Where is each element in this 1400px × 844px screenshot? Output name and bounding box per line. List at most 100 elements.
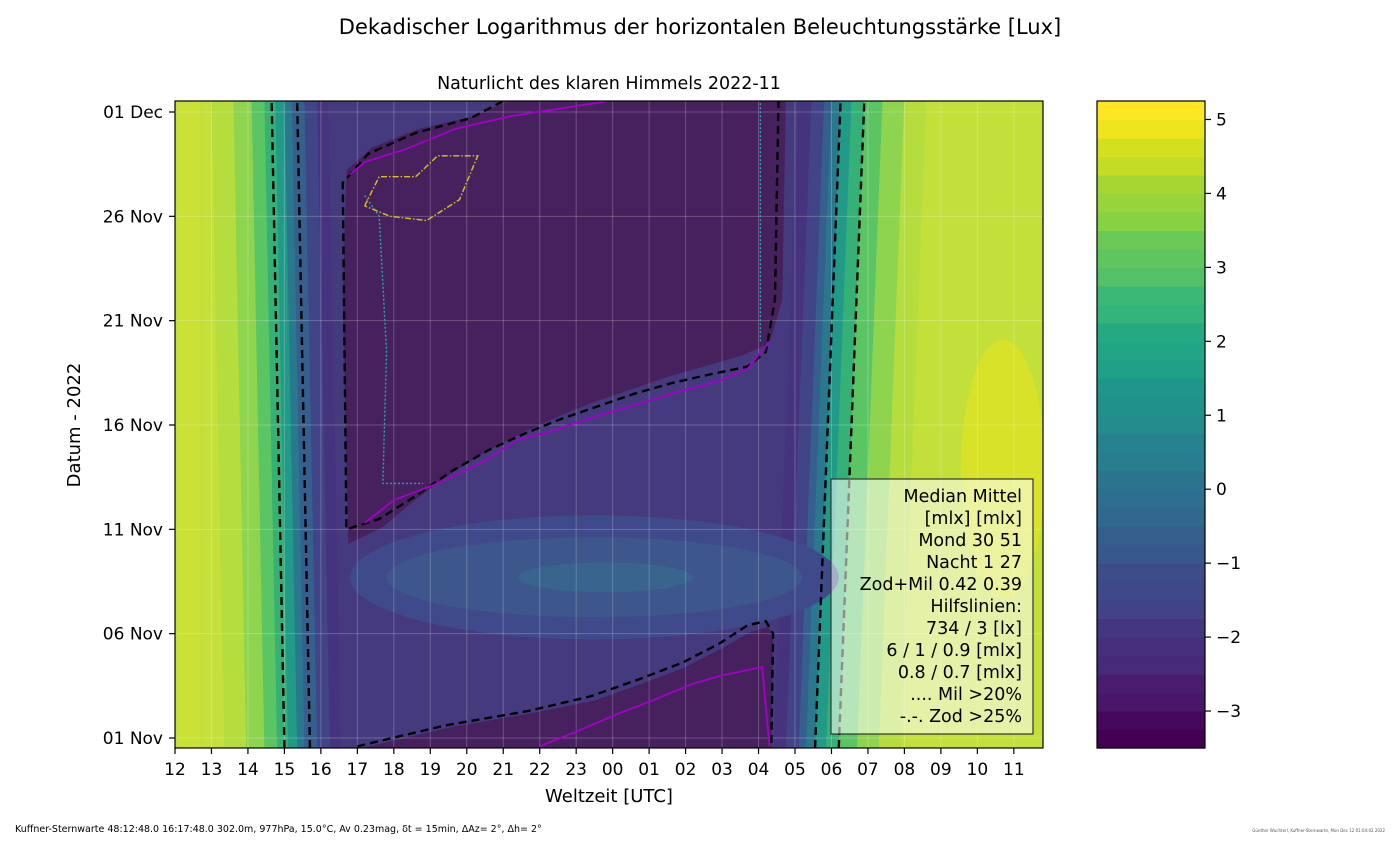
- legend-line: 6 / 1 / 0.9 [mlx]: [886, 641, 1022, 661]
- y-tick-label: 26 Nov: [103, 207, 163, 227]
- x-tick-label: 03: [711, 760, 733, 780]
- zodiacal-light-contour: [364, 155, 479, 222]
- colorbar-level: [1097, 415, 1205, 435]
- colorbar-level: [1097, 618, 1205, 638]
- colorbar-level: [1097, 729, 1205, 749]
- legend-line: Zod+Mil 0.42 0.39: [860, 575, 1022, 595]
- contour-lines: [270, 101, 866, 748]
- x-tick-label: 18: [383, 760, 405, 780]
- legend-line: -.-. Zod >25%: [900, 707, 1022, 727]
- chart-subtitle: Naturlicht des klaren Himmels 2022-11: [437, 74, 781, 94]
- colorbar-tick-label: 0: [1216, 480, 1227, 500]
- colorbar-level: [1097, 470, 1205, 490]
- colorbar-level: [1097, 156, 1205, 176]
- x-axis: 12 13 14 15 16 17 18 19 20 21 22 23 00 01 02 03 04 05 06 07…: [164, 748, 1025, 780]
- footer-info: Kuffner-Sternwarte 48:12:48.0 16:17:48.0…: [15, 824, 542, 835]
- colorbar-level: [1097, 433, 1205, 453]
- twilight-band-evening: [211, 101, 247, 748]
- colorbar-level: [1097, 378, 1205, 398]
- colorbar-frame: [1096, 100, 1206, 749]
- colorbar-level: [1097, 230, 1205, 250]
- y-axis-label: Datum - 2022: [64, 363, 85, 488]
- colorbar-tick-label: 1: [1216, 406, 1227, 426]
- sunset-contour-inner: [295, 101, 312, 748]
- x-tick-label: 16: [310, 760, 332, 780]
- plot-grid: [175, 101, 1043, 748]
- colorbar-level: [1097, 341, 1205, 361]
- legend-box: [830, 478, 1034, 735]
- x-tick-label: 14: [237, 760, 259, 780]
- twilight-band-evening: [233, 101, 268, 748]
- x-tick-label: 13: [201, 760, 223, 780]
- colorbar-level: [1097, 581, 1205, 601]
- colorbar-tick-label: −2: [1216, 628, 1241, 648]
- sunrise-contour-inner: [813, 101, 842, 748]
- x-tick-label: 01: [638, 760, 660, 780]
- colorbar-tick-label: 3: [1216, 258, 1227, 278]
- colorbar-level: [1097, 711, 1205, 731]
- chart-title: Dekadischer Logarithmus der horizontalen…: [339, 15, 1061, 39]
- colorbar-level: [1097, 544, 1205, 564]
- x-tick-label: 09: [930, 760, 952, 780]
- x-axis-label: Weltzeit [UTC]: [545, 786, 673, 807]
- x-tick-label: 08: [894, 760, 916, 780]
- legend-line: Median Mittel: [903, 487, 1022, 507]
- colorbar-tick-label: −1: [1216, 554, 1241, 574]
- x-tick-label: 00: [602, 760, 624, 780]
- legend-line: .... Mil >20%: [910, 685, 1022, 705]
- y-tick-label: 11 Nov: [103, 520, 163, 540]
- y-tick-label: 06 Nov: [103, 625, 163, 645]
- colorbar-tick-label: 2: [1216, 332, 1227, 352]
- colorbar-level: [1097, 119, 1205, 139]
- x-tick-label: 19: [419, 760, 441, 780]
- x-tick-label: 12: [164, 760, 186, 780]
- colorbar-level: [1097, 655, 1205, 675]
- moonlight-contour-inner: [517, 562, 693, 593]
- colorbar-level: [1097, 304, 1205, 324]
- colorbar-level: [1097, 137, 1205, 158]
- colorbar-tick-label: 5: [1216, 110, 1227, 130]
- legend-line: 0.8 / 0.7 [mlx]: [898, 663, 1022, 683]
- x-tick-label: 22: [529, 760, 551, 780]
- colorbar-level: [1097, 452, 1205, 472]
- colorbar: 5 4 3 2 1 0 −1 −2 −3: [1096, 100, 1241, 749]
- colorbar-level: [1097, 267, 1205, 287]
- x-tick-label: 05: [784, 760, 806, 780]
- x-tick-label: 07: [857, 760, 879, 780]
- colorbar-level: [1097, 193, 1205, 213]
- credit-text: Günther Wuchterl, Kuffner-Sternwarte, Mo…: [1252, 828, 1385, 833]
- heatmap-area: [175, 101, 1043, 748]
- legend-line: 734 / 3 [lx]: [926, 619, 1022, 639]
- x-tick-label: 15: [274, 760, 296, 780]
- colorbar-level: [1097, 248, 1205, 268]
- day-band-left-edge: [178, 101, 200, 748]
- moon-edge-contour: [364, 340, 771, 524]
- legend-line: Nacht 1 27: [926, 553, 1022, 573]
- x-tick-label: 17: [347, 760, 369, 780]
- x-tick-label: 02: [675, 760, 697, 780]
- colorbar-level: [1097, 101, 1205, 121]
- y-tick-label: 16 Nov: [103, 416, 163, 436]
- x-tick-label: 06: [821, 760, 843, 780]
- x-tick-label: 10: [967, 760, 989, 780]
- colorbar-level: [1097, 174, 1205, 195]
- colorbar-tick-label: 4: [1216, 184, 1227, 204]
- x-tick-label: 04: [748, 760, 770, 780]
- colorbar-tick-label: −3: [1216, 702, 1241, 722]
- colorbar-level: [1097, 489, 1205, 509]
- y-tick-label: 21 Nov: [103, 312, 163, 332]
- legend-line: Mond 30 51: [918, 531, 1022, 551]
- y-tick-label: 01 Nov: [103, 729, 163, 749]
- colorbar-level: [1097, 692, 1205, 712]
- moon-edge-contour-bottom: [539, 665, 771, 748]
- x-tick-label: 20: [456, 760, 478, 780]
- y-axis: 01 Dec 26 Nov 21 Nov 16 Nov 11 Nov 06 Nov 01 N…: [103, 103, 175, 749]
- x-tick-label: 11: [1003, 760, 1025, 780]
- colorbar-level: [1097, 674, 1205, 694]
- dark-sky-region-early: [362, 627, 774, 748]
- moon-contour-early: [357, 619, 775, 748]
- legend: Median Mittel[mlx] [mlx]Mond 30 51Nacht …: [830, 478, 1034, 735]
- colorbar-level: [1097, 359, 1205, 379]
- sunset-contour-outer: [270, 101, 286, 748]
